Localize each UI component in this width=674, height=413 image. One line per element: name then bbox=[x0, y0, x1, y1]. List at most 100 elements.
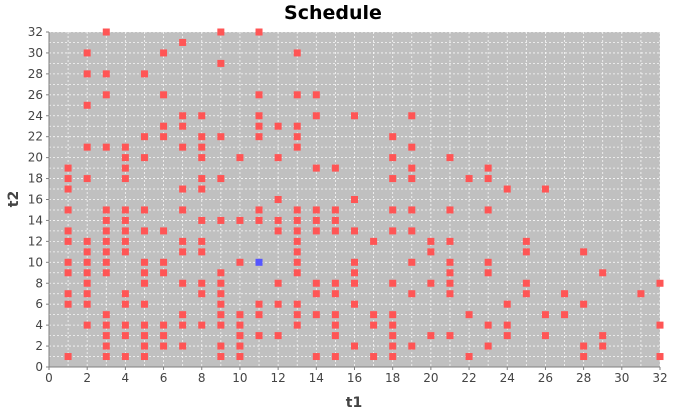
x-tick-label: 14 bbox=[309, 371, 324, 385]
data-point bbox=[217, 311, 225, 319]
data-point bbox=[198, 154, 206, 162]
data-point bbox=[83, 300, 91, 308]
data-point bbox=[102, 206, 110, 214]
data-point bbox=[255, 133, 263, 141]
data-point bbox=[102, 321, 110, 329]
data-point bbox=[331, 216, 339, 224]
data-point bbox=[160, 227, 168, 235]
data-point bbox=[484, 206, 492, 214]
data-point bbox=[293, 258, 301, 266]
data-point bbox=[121, 154, 129, 162]
axis-ticks: 0 2 4 6 8 10 12 14 16 18 20 22 24 26 28 30 3202468101214… bbox=[28, 25, 668, 385]
data-point bbox=[102, 28, 110, 36]
data-point bbox=[198, 143, 206, 151]
data-point bbox=[217, 353, 225, 361]
data-point bbox=[179, 248, 187, 256]
data-point bbox=[140, 133, 148, 141]
data-point bbox=[160, 342, 168, 350]
data-point bbox=[503, 300, 511, 308]
y-tick-label: 28 bbox=[28, 67, 43, 81]
data-point bbox=[179, 38, 187, 46]
data-point bbox=[140, 342, 148, 350]
data-point bbox=[198, 237, 206, 245]
data-point bbox=[522, 248, 530, 256]
data-point bbox=[102, 269, 110, 277]
data-point bbox=[293, 248, 301, 256]
data-point bbox=[102, 248, 110, 256]
x-tick-label: 18 bbox=[385, 371, 400, 385]
data-point bbox=[312, 164, 320, 172]
x-tick-label: 20 bbox=[423, 371, 438, 385]
data-point bbox=[83, 269, 91, 277]
x-tick-label: 4 bbox=[122, 371, 130, 385]
y-tick-label: 12 bbox=[28, 234, 43, 248]
data-point bbox=[217, 216, 225, 224]
data-point bbox=[312, 91, 320, 99]
data-point bbox=[427, 279, 435, 287]
data-point bbox=[331, 353, 339, 361]
data-point bbox=[484, 269, 492, 277]
data-point bbox=[140, 206, 148, 214]
data-point bbox=[140, 227, 148, 235]
data-point bbox=[484, 321, 492, 329]
data-point bbox=[389, 227, 397, 235]
data-point bbox=[541, 311, 549, 319]
data-point bbox=[274, 227, 282, 235]
data-point bbox=[293, 49, 301, 57]
y-tick-label: 30 bbox=[28, 46, 43, 60]
data-point bbox=[293, 216, 301, 224]
data-point bbox=[236, 154, 244, 162]
x-tick-label: 22 bbox=[461, 371, 476, 385]
data-point bbox=[293, 237, 301, 245]
data-point bbox=[484, 175, 492, 183]
data-point bbox=[217, 133, 225, 141]
data-point bbox=[179, 143, 187, 151]
data-point bbox=[580, 248, 588, 256]
data-point bbox=[160, 269, 168, 277]
x-tick-label: 32 bbox=[652, 371, 667, 385]
data-point bbox=[446, 237, 454, 245]
data-point bbox=[121, 175, 129, 183]
data-point bbox=[179, 237, 187, 245]
data-point bbox=[236, 311, 244, 319]
data-point bbox=[293, 206, 301, 214]
data-point bbox=[312, 279, 320, 287]
data-point bbox=[255, 112, 263, 120]
y-tick-label: 10 bbox=[28, 255, 43, 269]
data-point bbox=[255, 216, 263, 224]
data-point bbox=[121, 353, 129, 361]
data-point bbox=[389, 311, 397, 319]
data-point bbox=[140, 300, 148, 308]
data-point bbox=[64, 164, 72, 172]
y-tick-label: 24 bbox=[28, 109, 43, 123]
data-point bbox=[121, 237, 129, 245]
data-point bbox=[599, 342, 607, 350]
data-point bbox=[217, 269, 225, 277]
data-point bbox=[198, 175, 206, 183]
data-point bbox=[121, 300, 129, 308]
y-tick-label: 20 bbox=[28, 151, 43, 165]
data-point bbox=[102, 91, 110, 99]
data-point bbox=[83, 70, 91, 78]
data-point bbox=[198, 290, 206, 298]
data-point bbox=[312, 311, 320, 319]
data-point bbox=[121, 164, 129, 172]
data-point bbox=[217, 342, 225, 350]
x-tick-label: 0 bbox=[45, 371, 53, 385]
data-point bbox=[465, 353, 473, 361]
data-point bbox=[140, 258, 148, 266]
data-point bbox=[351, 342, 358, 350]
data-point bbox=[389, 353, 397, 361]
data-point bbox=[446, 290, 454, 298]
data-point bbox=[351, 269, 358, 277]
data-point bbox=[102, 227, 110, 235]
data-point bbox=[160, 133, 168, 141]
data-point bbox=[312, 227, 320, 235]
data-point bbox=[522, 290, 530, 298]
data-point bbox=[293, 122, 301, 130]
data-point bbox=[331, 164, 339, 172]
data-point bbox=[102, 237, 110, 245]
data-point bbox=[351, 279, 358, 287]
data-point bbox=[389, 342, 397, 350]
